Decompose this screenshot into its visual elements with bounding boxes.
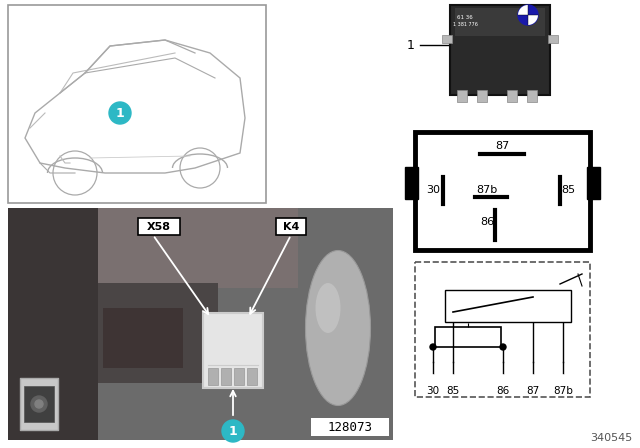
Bar [98,208,298,288]
Bar [548,35,558,43]
Circle shape [559,375,567,383]
Wedge shape [518,5,528,15]
Bar [8,208,393,440]
Bar [445,290,571,322]
Bar [507,90,517,102]
Text: 1: 1 [407,39,415,52]
Text: 340545: 340545 [589,433,632,443]
Bar [98,283,218,383]
Bar [587,167,600,199]
Text: 1 381 776: 1 381 776 [452,22,477,26]
Text: 61 36: 61 36 [457,14,473,20]
Ellipse shape [316,283,340,333]
Bar [457,90,467,102]
Text: 30: 30 [426,386,440,396]
Bar [8,5,266,203]
Bar [477,90,487,102]
Bar [208,368,218,385]
Bar [442,35,452,43]
Bar [455,8,545,36]
Bar [221,368,231,385]
Circle shape [31,396,47,412]
Bar [415,262,590,397]
Text: 87: 87 [495,141,509,151]
Text: K4: K4 [283,221,299,232]
Circle shape [499,375,507,383]
Text: 1: 1 [228,425,237,438]
Text: 86: 86 [480,217,494,227]
Bar [276,218,306,235]
Text: 1: 1 [116,107,124,120]
Circle shape [109,102,131,124]
Bar [527,90,537,102]
Text: 85: 85 [561,185,575,195]
Text: 87b: 87b [553,386,573,396]
Bar [203,313,263,388]
Text: 87: 87 [526,386,540,396]
Text: 85: 85 [446,386,460,396]
Bar [415,132,590,250]
Text: 86: 86 [497,386,509,396]
Bar [450,5,550,95]
Bar [20,378,58,430]
Bar [234,368,244,385]
Bar [103,308,183,368]
Circle shape [500,344,506,350]
Circle shape [222,420,244,442]
Circle shape [449,375,457,383]
Text: 87b: 87b [476,185,498,195]
Ellipse shape [305,250,371,405]
Text: X58: X58 [147,221,171,232]
Bar [247,368,257,385]
Bar [24,386,54,422]
Circle shape [529,375,537,383]
Circle shape [518,5,538,25]
Circle shape [430,344,436,350]
Circle shape [35,400,43,408]
Bar [8,208,98,440]
Text: 30: 30 [426,185,440,195]
Bar [435,327,501,347]
Wedge shape [528,15,538,25]
Bar [311,418,389,436]
Circle shape [429,375,437,383]
Bar [138,218,180,235]
Bar [405,167,418,199]
Text: 128073: 128073 [328,421,372,434]
